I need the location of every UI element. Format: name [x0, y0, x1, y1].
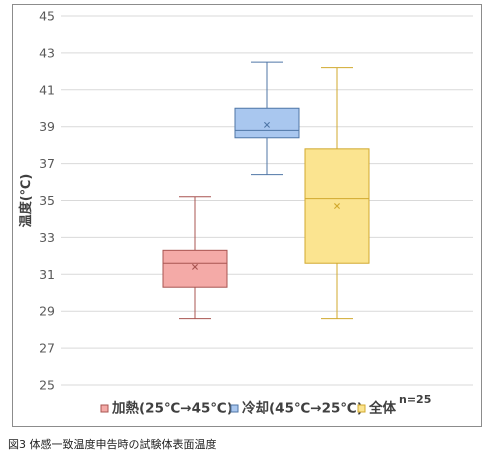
y-tick-label: 45: [39, 9, 55, 24]
mean-marker: [192, 263, 198, 270]
interquartile-box: [162, 249, 228, 288]
legend-swatch: [357, 404, 366, 413]
box-2: [234, 61, 300, 176]
y-tick-label: 29: [39, 304, 55, 319]
legend-label: 冷却(45℃→25℃): [242, 400, 363, 417]
y-tick-labels: 25 27 29 31 33 35 37 39 41 43 45: [39, 9, 55, 393]
box-3: [304, 67, 370, 320]
sample-size-note: n=25: [399, 393, 431, 406]
legend-swatch: [100, 404, 109, 413]
box-1: [162, 196, 228, 320]
y-tick-label: 35: [39, 193, 55, 208]
interquartile-box: [234, 107, 300, 139]
y-tick-label: 43: [39, 45, 55, 60]
figure-caption: 図3 体感一致温度申告時の試験体表面温度: [8, 438, 217, 451]
y-tick-label: 41: [39, 82, 55, 97]
mean-marker: [334, 203, 340, 210]
y-tick-label: 25: [39, 378, 55, 393]
box-plot-chart: 25 27 29 31 33 35 37 39 41 43 45 温度(℃) 加熱(25℃→45℃)…: [18, 9, 473, 417]
legend-label: 加熱(25℃→45℃): [111, 400, 233, 417]
mean-marker: [264, 121, 270, 128]
chart-frame: 25 27 29 31 33 35 37 39 41 43 45 温度(℃) 加熱(25℃→45℃)…: [12, 4, 482, 427]
y-tick-label: 33: [39, 230, 55, 245]
legend-label: 全体: [368, 400, 396, 417]
box-series: [162, 61, 370, 320]
y-tick-label: 37: [39, 156, 55, 171]
y-axis-label: 温度(℃): [18, 174, 34, 228]
legend: 加熱(25℃→45℃) 冷却(45℃→25℃) 全体: [100, 400, 396, 417]
y-tick-label: 27: [39, 341, 55, 356]
y-tick-label: 39: [39, 119, 55, 134]
legend-swatch: [230, 404, 239, 413]
y-tick-label: 31: [39, 267, 55, 282]
